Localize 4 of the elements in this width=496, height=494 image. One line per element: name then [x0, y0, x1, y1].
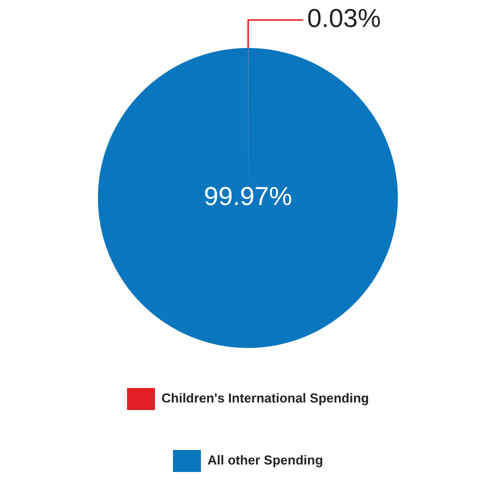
legend-label: All other Spending — [207, 452, 324, 468]
legend-label: Children's International Spending — [162, 390, 370, 406]
data-label: 99.97% — [204, 181, 292, 212]
data-label: 0.03% — [307, 3, 381, 34]
